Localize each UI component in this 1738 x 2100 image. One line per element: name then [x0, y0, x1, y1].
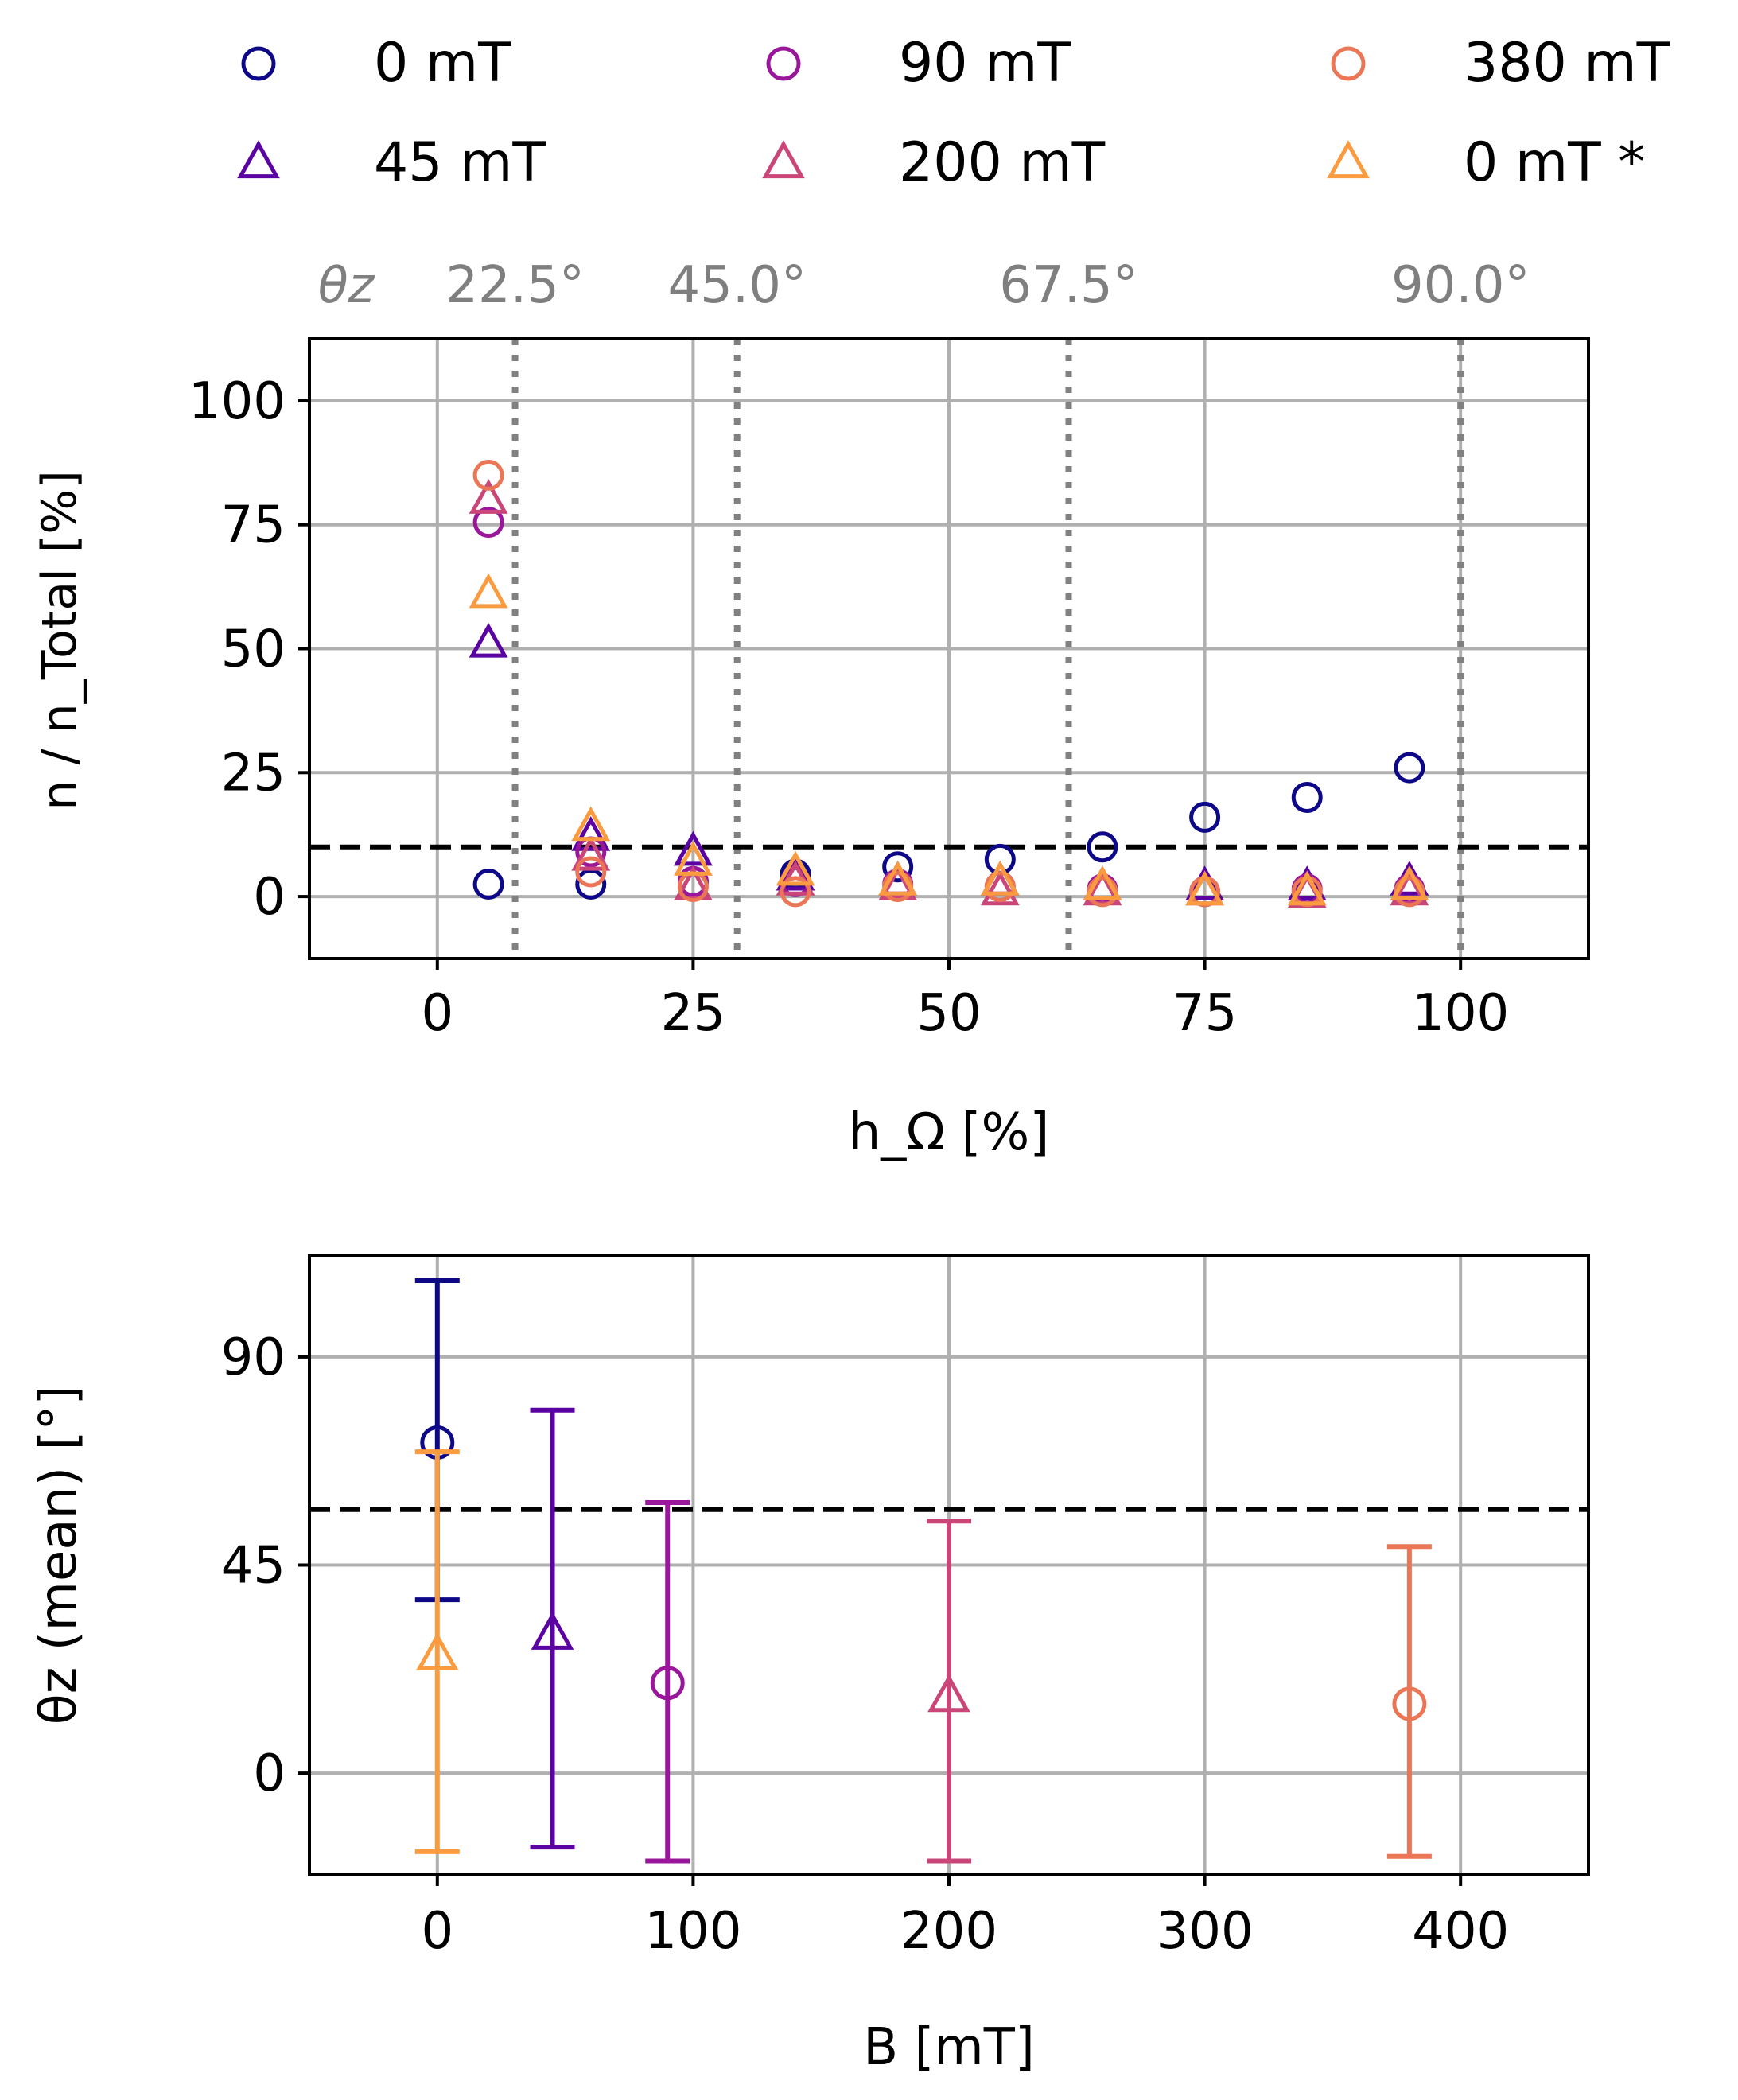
data-point — [776, 855, 815, 891]
x-tick-label: 100 — [644, 1902, 741, 1961]
data-point — [980, 870, 1020, 906]
data-point — [469, 573, 508, 609]
data-point — [472, 459, 504, 491]
data-point — [571, 815, 611, 851]
theta-top-axis-label: θz — [318, 256, 375, 314]
y-tick-label: 45 — [221, 1537, 286, 1596]
theta-tick-label: 45.0° — [667, 256, 807, 315]
legend-marker — [1331, 46, 1366, 81]
data-point — [780, 876, 811, 908]
series-0-mt- — [469, 573, 1429, 906]
legend-label: 0 mT — [374, 32, 511, 95]
data-point — [882, 851, 914, 883]
legend-marker — [1327, 140, 1370, 179]
y-tick-label: 0 — [253, 1744, 286, 1803]
theta-top-axis: θz 22.5° 45.0° 67.5° 90.0° — [318, 256, 1530, 315]
legend-entry: 45 mT — [237, 131, 546, 194]
errorbar-0-mt- — [414, 1449, 460, 1854]
data-point — [1287, 865, 1327, 901]
legend-marker — [237, 140, 280, 179]
errorbar-90-mt — [645, 1500, 690, 1864]
legend-entry: 200 mT — [762, 131, 1106, 194]
errorbar-45-mt — [530, 1407, 575, 1850]
y-tick-label: 100 — [189, 372, 286, 431]
legend-label: 0 mT * — [1464, 131, 1645, 194]
data-point — [472, 507, 504, 539]
errorbar-380-mt — [1386, 1544, 1432, 1859]
legend-entry: 0 mT * — [1327, 131, 1645, 194]
legend-label: 380 mT — [1464, 32, 1670, 95]
errorbar-marker — [650, 1666, 685, 1701]
legend-entry: 0 mT — [241, 32, 511, 95]
errorbar-marker — [927, 1674, 970, 1713]
legend-entry: 380 mT — [1331, 32, 1670, 95]
scatter-grid — [309, 339, 1588, 959]
legend-label: 45 mT — [374, 131, 546, 194]
data-point — [1291, 781, 1323, 813]
x-tick-label: 400 — [1412, 1902, 1509, 1961]
data-point — [571, 835, 611, 871]
scatter-x-ticks: 0 25 50 75 100 — [421, 959, 1509, 1043]
x-tick-label: 75 — [1172, 984, 1237, 1043]
errorbar-marker — [531, 1611, 574, 1650]
y-tick-label: 0 — [253, 868, 286, 927]
data-point — [1287, 870, 1327, 906]
data-point — [1189, 801, 1221, 833]
data-point — [575, 856, 607, 888]
y-tick-label: 75 — [221, 496, 286, 555]
x-tick-label: 200 — [900, 1902, 997, 1961]
data-point — [1185, 865, 1225, 901]
legend: 0 mT 45 mT 90 mT 200 mT 380 mT 0 mT * — [237, 32, 1670, 194]
legend-label: 200 mT — [899, 131, 1106, 194]
y-tick-label: 90 — [221, 1328, 286, 1387]
errorbar-panel: 0 100 200 300 400 0 45 90 B [mT] θz (mean) [°] — [29, 1254, 1590, 2077]
errorbar-marker — [1392, 1686, 1427, 1721]
data-point — [469, 622, 508, 658]
data-point — [1390, 865, 1429, 901]
scatter-panel: 0 25 50 75 100 0 25 50 75 100 θz 22.5° 45.0° 67.5°… — [32, 256, 1590, 1162]
theta-tick-label: 90.0° — [1391, 256, 1530, 315]
y-tick-label: 25 — [221, 744, 286, 803]
legend-marker — [766, 46, 801, 81]
x-tick-label: 25 — [661, 984, 725, 1043]
theta-tick-label: 22.5° — [445, 256, 585, 315]
errorbar-marker — [415, 1631, 459, 1670]
data-point — [1185, 870, 1225, 906]
theta-tick-label: 67.5° — [999, 256, 1138, 315]
legend-marker — [241, 46, 276, 81]
legend-entry: 90 mT — [766, 32, 1071, 95]
y-tick-label: 50 — [221, 620, 286, 679]
x-tick-label: 0 — [421, 984, 453, 1043]
legend-marker — [762, 140, 805, 179]
scatter-points — [469, 459, 1429, 908]
errorbar-points — [414, 1278, 1432, 1864]
x-tick-label: 300 — [1157, 1902, 1254, 1961]
data-point — [571, 806, 611, 842]
scatter-y-ticks: 0 25 50 75 100 — [189, 372, 309, 927]
x-tick-label: 0 — [421, 1902, 453, 1961]
x-tick-label: 50 — [916, 984, 981, 1043]
errorbar-y-ticks: 0 45 90 — [221, 1328, 309, 1803]
legend-label: 90 mT — [899, 32, 1071, 95]
x-tick-label: 100 — [1412, 984, 1509, 1043]
data-point — [673, 841, 713, 876]
data-point — [878, 861, 918, 896]
data-point — [469, 479, 508, 514]
data-point — [980, 861, 1020, 896]
errorbar-x-ticks: 0 100 200 300 400 — [421, 1875, 1509, 1961]
data-point — [1394, 752, 1425, 784]
errorbar-y-axis-label: θz (mean) [°] — [29, 1386, 88, 1725]
scatter-x-axis-label: h_Ω [%] — [849, 1103, 1050, 1162]
errorbar-200-mt — [927, 1519, 971, 1864]
errorbar-x-axis-label: B [mT] — [863, 2018, 1035, 2077]
data-point — [1083, 865, 1122, 901]
data-point — [472, 869, 504, 900]
scatter-y-axis-label: n / n_Total [%] — [32, 470, 87, 810]
data-point — [776, 850, 815, 886]
data-point — [673, 830, 713, 866]
data-point — [1087, 831, 1118, 863]
